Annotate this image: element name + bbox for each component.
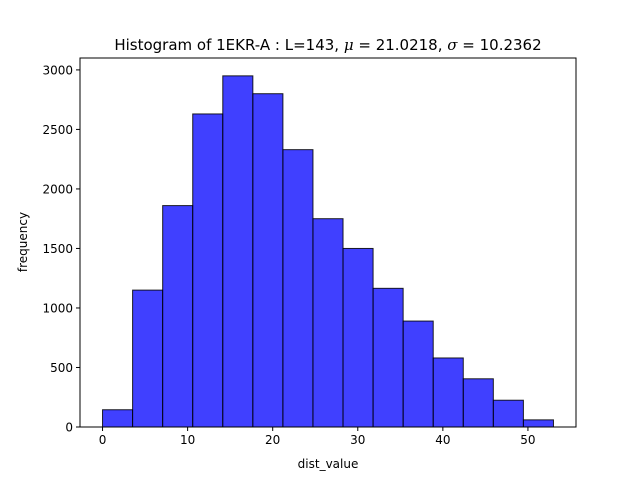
title-mu-value: = 21.0218, [354, 36, 448, 54]
x-tick-label: 40 [435, 433, 450, 447]
y-tick-label: 500 [50, 361, 73, 375]
chart-title: Histogram of 1EKR-A : L=143, μ = 21.0218… [114, 36, 541, 54]
histogram-bars [102, 75, 554, 428]
histogram-bar-12 [432, 357, 464, 428]
histogram-bar-1 [102, 409, 134, 428]
plot-area-frame [79, 57, 577, 428]
y-tick-label: 1000 [42, 301, 73, 315]
y-tick-label: 1500 [42, 242, 73, 256]
y-axis-ticks: 0 500 1000 1500 2000 2500 3000 [42, 63, 80, 435]
histogram-bar-14 [492, 399, 524, 428]
histogram-bar-9 [342, 247, 374, 428]
x-tick-label: 10 [180, 433, 195, 447]
y-axis-title: frequency [16, 212, 30, 272]
y-tick-label: 0 [65, 421, 73, 435]
histogram-bar-10 [372, 287, 404, 428]
histogram-bar-13 [462, 378, 494, 428]
histogram-bar-5 [222, 75, 254, 428]
x-axis-title: dist_value [298, 457, 359, 471]
title-mu-symbol: μ [344, 36, 354, 54]
histogram-bar-4 [192, 113, 224, 428]
y-tick-label: 2500 [42, 123, 73, 137]
x-tick-label: 20 [265, 433, 280, 447]
title-sigma-symbol: σ [447, 36, 458, 54]
histogram-bar-7 [282, 149, 314, 428]
histogram-bar-15 [522, 419, 554, 428]
x-tick-label: 50 [520, 433, 535, 447]
y-tick-label: 2000 [42, 182, 73, 196]
histogram-bar-6 [252, 93, 284, 428]
histogram-bar-8 [312, 218, 344, 428]
title-sigma-value: = 10.2362 [458, 36, 542, 54]
title-prefix: Histogram of 1EKR-A : L=143, [114, 36, 344, 54]
histogram-bar-2 [132, 289, 164, 428]
histogram-bar-3 [162, 205, 194, 428]
x-tick-label: 0 [99, 433, 107, 447]
y-tick-label: 3000 [42, 63, 73, 77]
histogram-bar-11 [402, 320, 434, 428]
x-tick-label: 30 [350, 433, 365, 447]
x-axis-ticks: 0 10 20 30 40 50 [99, 427, 536, 447]
